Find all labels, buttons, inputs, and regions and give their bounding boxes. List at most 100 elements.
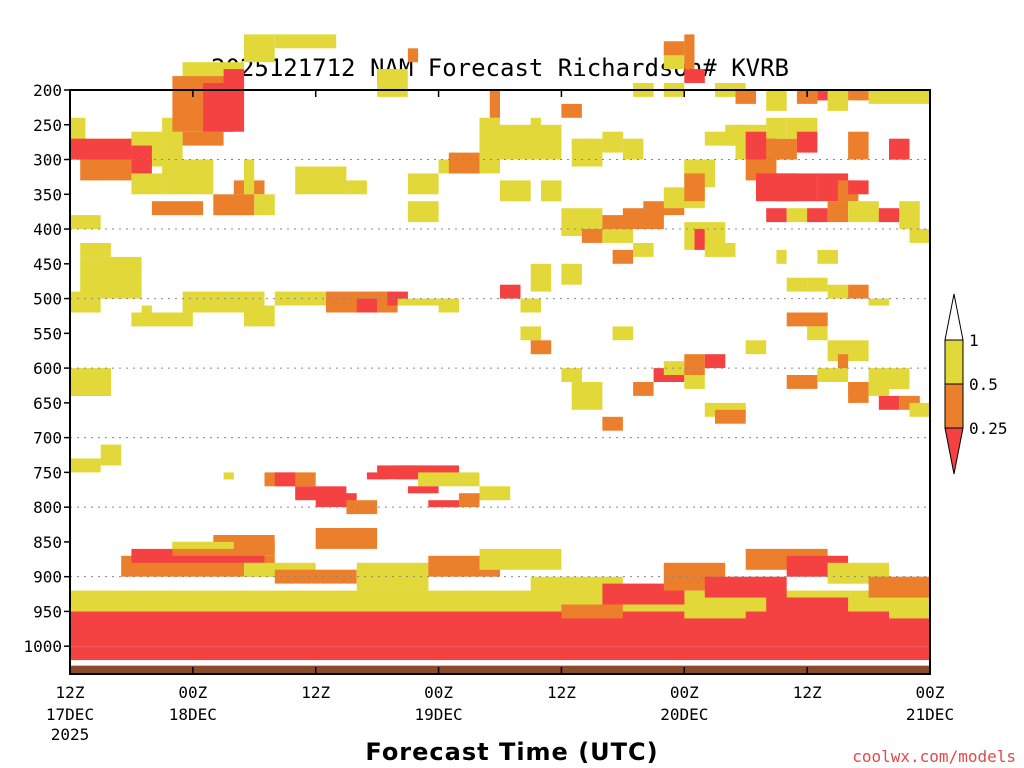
legend-swatch (944, 339, 964, 385)
heatmap-cell (131, 312, 193, 327)
heatmap-cell (766, 90, 787, 111)
heatmap-cell (684, 173, 705, 202)
heatmap-cell (541, 180, 562, 202)
heatmap-cell (827, 201, 849, 223)
heatmap-cell (766, 208, 787, 223)
heatmap-cell (827, 90, 849, 111)
x-tick-label-date: 18DEC (169, 705, 217, 724)
heatmap-cell (612, 249, 634, 264)
heatmap-cell (448, 152, 480, 174)
heatmap-cell (889, 368, 910, 389)
heatmap-cell (100, 444, 122, 466)
heatmap-cell (274, 472, 296, 487)
heatmap-cell (520, 298, 541, 313)
heatmap-cell (561, 604, 623, 619)
heatmap-cell (520, 326, 541, 341)
heatmap-cell (684, 69, 705, 83)
heatmap-cell (530, 340, 552, 355)
heatmap-cell (80, 243, 111, 257)
heatmap-cell (817, 249, 838, 264)
heatmap-cell (807, 326, 828, 341)
heatmap-cell (868, 576, 930, 598)
heatmap-cell (581, 229, 603, 243)
heatmap-cell (786, 312, 828, 327)
x-axis-label: Forecast Time (UTC) (365, 738, 658, 766)
heatmap-cell (407, 201, 439, 223)
y-axis-ticks: 200 250 300 350 400 450 500 550 600 650 700 750 800 8… (23, 81, 70, 656)
heatmap-cell (663, 41, 685, 56)
heatmap-cell (70, 291, 101, 313)
heatmap-cell (745, 340, 767, 355)
heatmap-cell (735, 90, 756, 104)
heatmap-cell (776, 249, 787, 264)
heatmap-cell (889, 604, 930, 619)
heatmap-cell (889, 138, 910, 160)
heatmap-cell (489, 124, 562, 160)
heatmap-cell (397, 298, 439, 306)
heatmap-cell (407, 486, 439, 494)
y-tick-label: 300 (33, 151, 62, 170)
x-tick-label-time: 00Z (670, 683, 699, 702)
heatmap-cell (715, 409, 746, 424)
heatmap-cell (530, 263, 552, 292)
plot-frame (69, 89, 931, 675)
color-legend: 1 0.5 0.25 (944, 293, 1008, 475)
heatmap-cell (70, 646, 930, 661)
heatmap-cell (428, 500, 459, 508)
y-tick-label: 450 (33, 255, 62, 274)
heatmap-cell (571, 382, 603, 410)
heatmap-cell (827, 284, 849, 299)
y-tick-label: 950 (33, 602, 62, 621)
heatmap-cell (786, 277, 808, 292)
heatmap-cell (786, 375, 818, 389)
legend-label: 0.25 (969, 419, 1008, 438)
x-tick-label-time: 00Z (178, 683, 207, 702)
heatmap-cell (131, 173, 163, 195)
heatmap-cell (70, 215, 101, 229)
heatmap-cell (868, 90, 890, 104)
x-tick-label-time: 00Z (916, 683, 945, 702)
heatmap-cell (776, 173, 818, 202)
y-tick-label: 800 (33, 498, 62, 517)
legend-swatch (944, 383, 964, 429)
legend-bottom-arrow (944, 427, 964, 475)
y-tick-label: 1000 (23, 637, 62, 656)
heatmap-cell (704, 354, 726, 369)
heatmap-cell (878, 208, 900, 223)
heatmap-cell (848, 382, 869, 403)
y-tick-label: 850 (33, 533, 62, 552)
heatmap-cell (377, 69, 408, 97)
heatmap-cell (561, 263, 582, 285)
y-tick-label: 700 (33, 429, 62, 448)
heatmap-cell (244, 305, 275, 327)
heatmap-cell (141, 305, 152, 313)
heatmap-cell (500, 284, 521, 299)
heatmap-cell (561, 368, 582, 382)
heatmap-cell (438, 298, 460, 313)
heatmap-cell (663, 361, 685, 375)
legend-label: 0.5 (969, 375, 998, 394)
y-tick-label: 900 (33, 568, 62, 587)
heatmap-cell (182, 131, 224, 146)
ground-bar (70, 665, 930, 674)
y-tick-label: 250 (33, 116, 62, 135)
heatmap-cell (70, 368, 111, 396)
heatmap-cell (244, 159, 255, 195)
heatmap-cell (418, 472, 480, 487)
heatmap-cell (407, 48, 419, 63)
x-tick-label-time: 12Z (547, 683, 576, 702)
heatmap-cell (704, 243, 736, 257)
heatmap-cell (530, 576, 623, 598)
heatmap-cell (848, 284, 869, 299)
x-tick-label-time: 12Z (56, 683, 85, 702)
heatmap-cell (868, 368, 890, 382)
heatmap-cell (848, 90, 869, 101)
heatmap-cell (796, 131, 818, 153)
heatmap-cell (479, 548, 562, 570)
heatmap-cell (694, 229, 705, 250)
heatmap-cell (837, 354, 849, 369)
x-tick-label-time: 00Z (424, 683, 453, 702)
heatmap-cell (684, 34, 695, 70)
heatmap-cell (274, 34, 337, 49)
